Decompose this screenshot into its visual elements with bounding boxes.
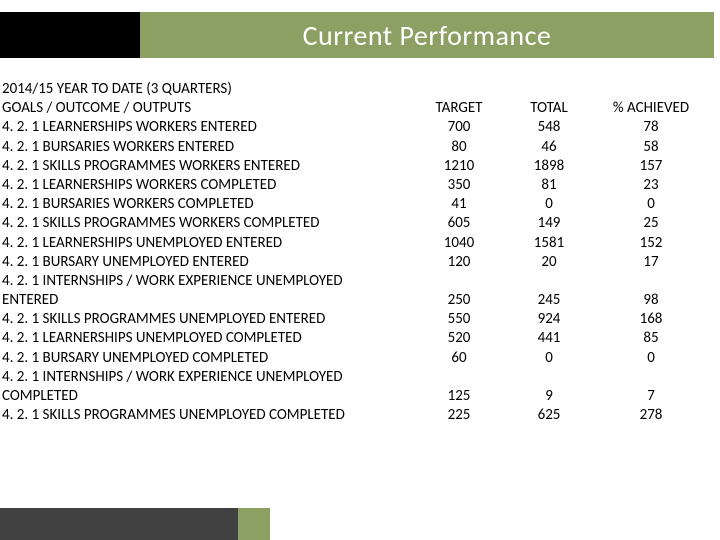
row-achieved: 157 — [594, 157, 708, 176]
row-achieved: 85 — [594, 329, 708, 348]
header-total: TOTAL — [504, 99, 594, 118]
row-target: 550 — [414, 310, 504, 329]
row-label: 4. 2. 1 BURSARIES WORKERS COMPLETED — [2, 195, 414, 214]
table-row: 4. 2. 1 LEARNERSHIPS WORKERS COMPLETED35… — [2, 176, 718, 195]
row-achieved: 7 — [594, 387, 708, 406]
subtitle-row: 2014/15 YEAR TO DATE (3 QUARTERS) — [2, 80, 718, 99]
row-total: 625 — [504, 406, 594, 425]
header-row: GOALS / OUTCOME / OUTPUTS TARGET TOTAL %… — [2, 99, 718, 118]
row-achieved: 0 — [594, 349, 708, 368]
subtitle: 2014/15 YEAR TO DATE (3 QUARTERS) — [2, 80, 414, 99]
row-achieved: 25 — [594, 214, 708, 233]
row-target: 60 — [414, 349, 504, 368]
table-row: 4. 2. 1 INTERNSHIPS / WORK EXPERIENCE UN… — [2, 272, 718, 291]
row-target: 120 — [414, 253, 504, 272]
row-target: 700 — [414, 118, 504, 137]
row-total: 245 — [504, 291, 594, 310]
footer-dark-bar — [0, 508, 238, 540]
header-label: GOALS / OUTCOME / OUTPUTS — [2, 99, 414, 118]
row-target: 1040 — [414, 234, 504, 253]
title-band: Current Performance — [140, 12, 714, 58]
row-target: 1210 — [414, 157, 504, 176]
header-achieved: % ACHIEVED — [594, 99, 708, 118]
row-achieved: 58 — [594, 138, 708, 157]
table-row: 4. 2. 1 BURSARY UNEMPLOYED ENTERED120201… — [2, 253, 718, 272]
row-label: 4. 2. 1 INTERNSHIPS / WORK EXPERIENCE UN… — [2, 272, 414, 291]
row-total: 1898 — [504, 157, 594, 176]
row-achieved: 0 — [594, 195, 708, 214]
row-label: ENTERED — [2, 291, 414, 310]
row-total: 9 — [504, 387, 594, 406]
row-label: 4. 2. 1 SKILLS PROGRAMMES WORKERS COMPLE… — [2, 214, 414, 233]
row-total: 20 — [504, 253, 594, 272]
table-row: 4. 2. 1 SKILLS PROGRAMMES UNEMPLOYED ENT… — [2, 310, 718, 329]
row-target: 605 — [414, 214, 504, 233]
row-label: 4. 2. 1 LEARNERSHIPS WORKERS COMPLETED — [2, 176, 414, 195]
row-label: 4. 2. 1 BURSARIES WORKERS ENTERED — [2, 138, 414, 157]
row-label: 4. 2. 1 BURSARY UNEMPLOYED ENTERED — [2, 253, 414, 272]
table-row: 4. 2. 1 SKILLS PROGRAMMES UNEMPLOYED COM… — [2, 406, 718, 425]
table-row: 4. 2. 1 LEARNERSHIPS UNEMPLOYED COMPLETE… — [2, 329, 718, 348]
table-row: 4. 2. 1 BURSARIES WORKERS ENTERED804658 — [2, 138, 718, 157]
row-total: 81 — [504, 176, 594, 195]
row-label: 4. 2. 1 SKILLS PROGRAMMES UNEMPLOYED COM… — [2, 406, 414, 425]
row-achieved: 98 — [594, 291, 708, 310]
table-container: 2014/15 YEAR TO DATE (3 QUARTERS) GOALS … — [2, 80, 718, 425]
row-achieved: 168 — [594, 310, 708, 329]
row-total: 149 — [504, 214, 594, 233]
row-total: 1581 — [504, 234, 594, 253]
footer-accent — [238, 508, 270, 540]
header-target: TARGET — [414, 99, 504, 118]
row-target: 225 — [414, 406, 504, 425]
row-achieved: 152 — [594, 234, 708, 253]
row-label: 4. 2. 1 LEARNERSHIPS UNEMPLOYED ENTERED — [2, 234, 414, 253]
row-label: 4. 2. 1 INTERNSHIPS / WORK EXPERIENCE UN… — [2, 368, 414, 387]
row-target: 41 — [414, 195, 504, 214]
table-row: 4. 2. 1 SKILLS PROGRAMMES WORKERS COMPLE… — [2, 214, 718, 233]
row-achieved: 23 — [594, 176, 708, 195]
table-row: COMPLETED12597 — [2, 387, 718, 406]
row-total: 0 — [504, 195, 594, 214]
row-label: 4. 2. 1 LEARNERSHIPS WORKERS ENTERED — [2, 118, 414, 137]
row-label: 4. 2. 1 BURSARY UNEMPLOYED COMPLETED — [2, 349, 414, 368]
table-row: 4. 2. 1 SKILLS PROGRAMMES WORKERS ENTERE… — [2, 157, 718, 176]
table-row: 4. 2. 1 LEARNERSHIPS WORKERS ENTERED7005… — [2, 118, 718, 137]
row-target: 250 — [414, 291, 504, 310]
row-target: 80 — [414, 138, 504, 157]
table-row: 4. 2. 1 LEARNERSHIPS UNEMPLOYED ENTERED1… — [2, 234, 718, 253]
row-total: 46 — [504, 138, 594, 157]
table-row: 4. 2. 1 INTERNSHIPS / WORK EXPERIENCE UN… — [2, 368, 718, 387]
table-row: ENTERED25024598 — [2, 291, 718, 310]
row-target: 350 — [414, 176, 504, 195]
row-label: 4. 2. 1 SKILLS PROGRAMMES WORKERS ENTERE… — [2, 157, 414, 176]
row-target: 520 — [414, 329, 504, 348]
row-total: 548 — [504, 118, 594, 137]
table-row: 4. 2. 1 BURSARY UNEMPLOYED COMPLETED6000 — [2, 349, 718, 368]
table-row: 4. 2. 1 BURSARIES WORKERS COMPLETED4100 — [2, 195, 718, 214]
title-left-block — [0, 12, 146, 58]
row-total: 441 — [504, 329, 594, 348]
row-label: 4. 2. 1 SKILLS PROGRAMMES UNEMPLOYED ENT… — [2, 310, 414, 329]
page-title: Current Performance — [303, 18, 552, 53]
row-target: 125 — [414, 387, 504, 406]
row-achieved: 278 — [594, 406, 708, 425]
row-achieved: 78 — [594, 118, 708, 137]
row-label: 4. 2. 1 LEARNERSHIPS UNEMPLOYED COMPLETE… — [2, 329, 414, 348]
row-achieved: 17 — [594, 253, 708, 272]
row-total: 0 — [504, 349, 594, 368]
row-label: COMPLETED — [2, 387, 414, 406]
row-total: 924 — [504, 310, 594, 329]
